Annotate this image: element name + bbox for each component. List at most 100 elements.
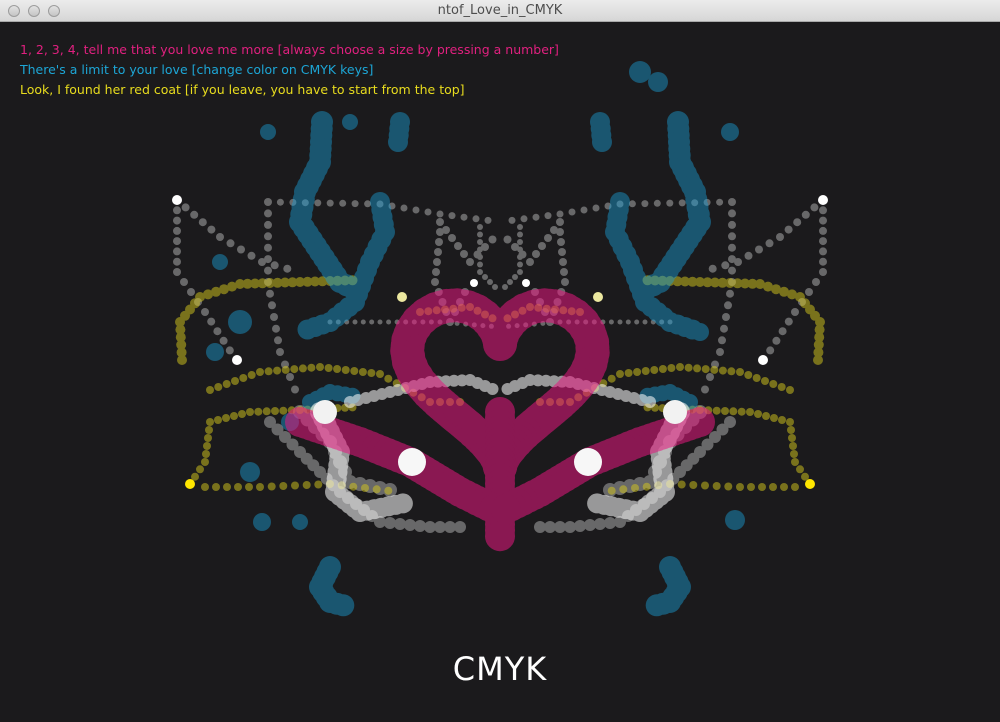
- yellow-dot: [211, 286, 221, 297]
- window-titlebar[interactable]: ntof_Love_in_CMYK: [0, 0, 1000, 22]
- cyan-dot: [206, 343, 224, 361]
- yellow-dot: [712, 406, 721, 415]
- gray-dot: [508, 216, 516, 224]
- gray-dot: [207, 225, 216, 234]
- gray-dot: [374, 516, 386, 528]
- gray-dot: [460, 250, 468, 258]
- gray-dot: [709, 431, 721, 443]
- zoom-window-button[interactable]: [48, 5, 60, 17]
- gray-dot: [377, 319, 383, 325]
- yellow-dot: [201, 483, 209, 491]
- yellow-dot: [789, 442, 797, 450]
- gray-dot: [477, 254, 483, 260]
- gray-dot: [784, 317, 793, 326]
- cyan-dot: [642, 274, 665, 297]
- gray-dot: [517, 269, 523, 275]
- yellow-dot: [712, 482, 721, 490]
- gray-dot: [258, 258, 266, 266]
- minimize-window-button[interactable]: [28, 5, 40, 17]
- cyan-dot: [691, 323, 709, 341]
- gray-dot: [503, 235, 512, 244]
- gray-dot: [268, 301, 276, 310]
- yellow-dot: [684, 363, 693, 372]
- cyan-dot: [684, 181, 706, 203]
- gray-dot: [718, 336, 726, 345]
- yellow-dot: [176, 347, 187, 358]
- gray-dot: [772, 336, 781, 345]
- gray-dot: [433, 258, 441, 266]
- cyan-dot: [322, 384, 338, 400]
- mirrored-dot-artwork[interactable]: [0, 22, 1000, 722]
- gray-dot: [276, 198, 284, 206]
- cyan-dot: [312, 581, 335, 603]
- yellow-dot: [349, 482, 358, 491]
- gray-dot: [436, 210, 444, 218]
- yellow-dot: [273, 366, 282, 375]
- cyan-dot: [616, 244, 637, 265]
- cyan-dot: [607, 207, 628, 227]
- gray-dot: [219, 336, 228, 345]
- gray-dot: [484, 216, 492, 224]
- cyan-dot: [667, 124, 690, 147]
- gray-dot: [386, 319, 392, 325]
- yellow-dot: [262, 407, 271, 416]
- gray-dot: [301, 199, 309, 207]
- yellow-dot: [770, 414, 778, 422]
- yellow-dot: [176, 339, 187, 350]
- yellow-dot: [607, 374, 616, 383]
- cyan-dot: [372, 207, 393, 227]
- bright-dot-highlights: [172, 195, 828, 489]
- highlight-dot: [758, 355, 768, 365]
- yellow-dot: [219, 284, 229, 295]
- yellow-dot: [222, 414, 230, 422]
- gray-dot: [724, 301, 732, 310]
- yellow-dot: [657, 275, 668, 286]
- cyan-dot: [653, 307, 674, 327]
- yellow-dot: [717, 277, 728, 288]
- highlight-dot: [818, 195, 828, 205]
- gray-dot: [819, 247, 827, 256]
- yellow-dot: [314, 480, 323, 489]
- cyan-dot: [367, 237, 388, 257]
- yellow-dot: [736, 368, 744, 376]
- gray-dot: [388, 202, 396, 210]
- cyan-dot: [592, 132, 612, 152]
- cyan-dot: [635, 277, 658, 300]
- cyan-dot: [606, 214, 627, 235]
- gray-dot: [532, 250, 540, 258]
- cyan-dot: [389, 118, 410, 139]
- cyan-dot: [294, 181, 316, 203]
- highlight-dot: [663, 400, 687, 424]
- gray-dot: [703, 198, 711, 206]
- yellow-dot: [332, 275, 343, 286]
- yellow-dot: [256, 368, 264, 376]
- cyan-dot: [319, 591, 341, 613]
- yellow-dot: [689, 481, 698, 489]
- highlight-dot: [397, 292, 407, 302]
- cyan-dot: [662, 586, 685, 608]
- gray-dot: [270, 313, 278, 321]
- gray-dot: [557, 238, 565, 246]
- gray-dot: [517, 246, 523, 253]
- yellow-dot: [291, 481, 299, 490]
- cyan-dot: [672, 157, 694, 179]
- highlight-dot: [313, 400, 337, 424]
- gray-dot: [726, 289, 734, 298]
- close-window-button[interactable]: [8, 5, 20, 17]
- yellow-dot: [642, 275, 653, 286]
- sketch-canvas[interactable]: 1, 2, 3, 4, tell me that you love me mor…: [0, 22, 1000, 722]
- yellow-dot: [633, 368, 642, 376]
- gray-dot: [444, 521, 456, 533]
- cmyk-mode-label: CMYK: [452, 650, 548, 688]
- gray-dot: [314, 199, 322, 207]
- yellow-dot: [201, 458, 209, 466]
- gray-dot: [728, 220, 736, 229]
- gray-dot: [272, 324, 280, 333]
- gray-dot: [556, 210, 564, 218]
- gray-dot: [477, 246, 483, 253]
- gray-dot: [279, 431, 291, 443]
- cyan-dot: [653, 265, 675, 287]
- gray-dot: [436, 228, 444, 236]
- cyan-dot: [290, 203, 313, 226]
- gray-dot: [270, 261, 279, 270]
